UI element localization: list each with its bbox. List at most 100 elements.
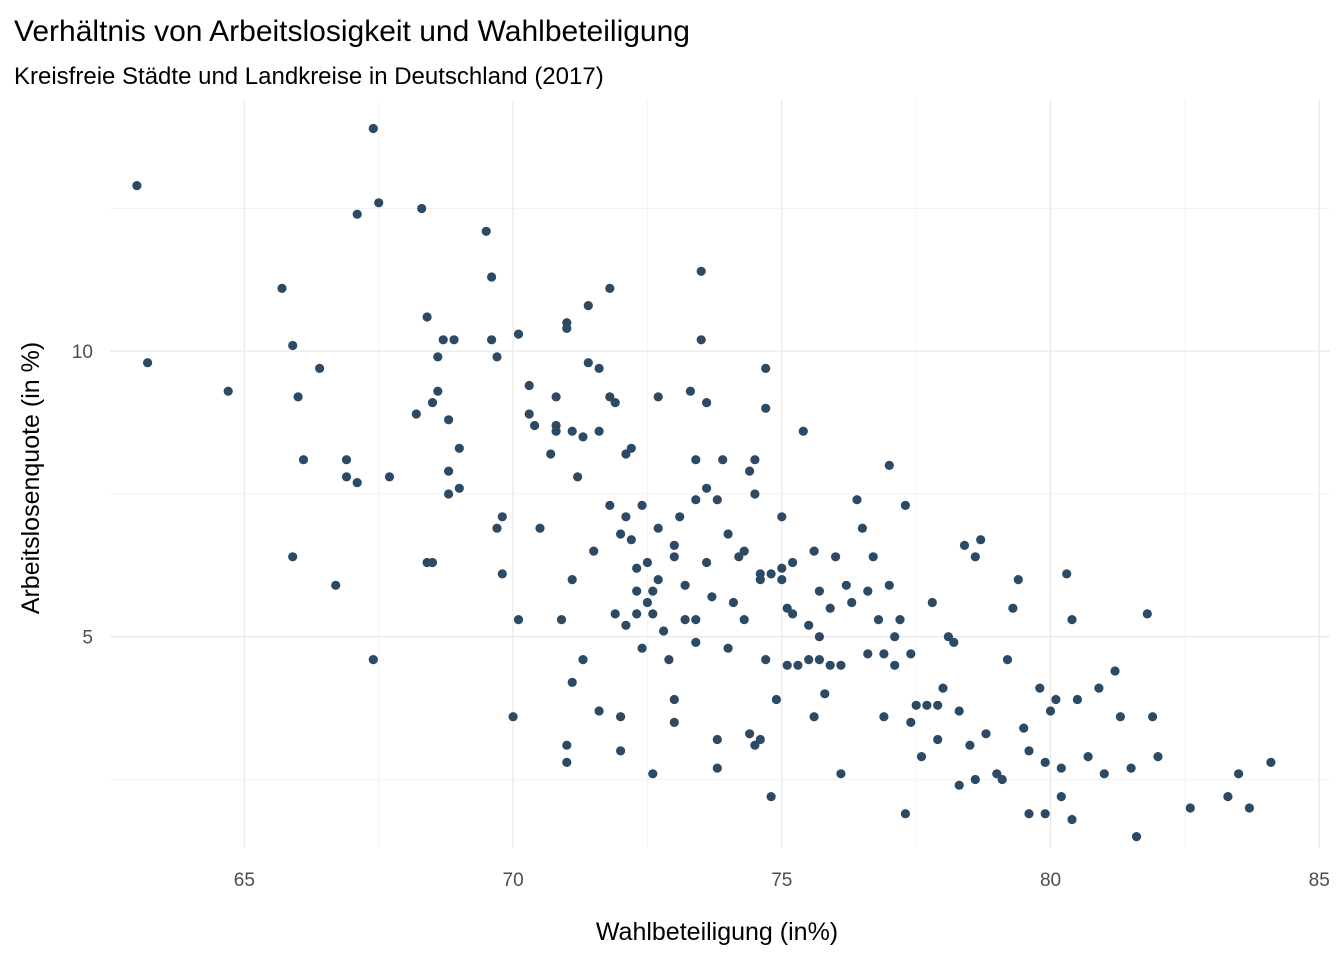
- data-point: [1035, 683, 1045, 693]
- data-point: [761, 655, 771, 665]
- x-tick-label: 85: [1309, 870, 1330, 891]
- data-point: [556, 615, 567, 625]
- data-point: [723, 529, 733, 539]
- data-point: [884, 460, 894, 470]
- data-point: [712, 763, 722, 773]
- data-point: [1131, 832, 1142, 842]
- data-point: [223, 386, 233, 396]
- data-point: [594, 363, 604, 373]
- data-point: [352, 478, 362, 488]
- data-point: [997, 774, 1007, 785]
- data-point: [610, 398, 620, 408]
- data-point: [788, 557, 798, 568]
- data-point: [755, 569, 765, 579]
- data-point: [788, 609, 798, 619]
- data-point: [970, 774, 980, 785]
- data-point: [702, 557, 712, 568]
- data-point: [433, 386, 443, 396]
- data-point: [384, 472, 395, 482]
- data-point: [1148, 712, 1158, 722]
- grid-lines: [110, 100, 1330, 848]
- data-point: [793, 660, 803, 670]
- data-point: [675, 512, 685, 522]
- data-point: [771, 694, 782, 705]
- data-point: [589, 546, 599, 556]
- data-point: [938, 683, 948, 693]
- data-point: [873, 615, 884, 625]
- data-point: [626, 443, 636, 453]
- data-point: [567, 575, 577, 585]
- data-point: [659, 626, 669, 636]
- data-point: [1056, 792, 1066, 802]
- data-point: [562, 757, 572, 768]
- data-point: [728, 597, 739, 608]
- data-point: [911, 700, 921, 710]
- data-point: [637, 500, 647, 510]
- data-point: [315, 363, 325, 373]
- data-point: [605, 392, 615, 402]
- data-point: [433, 352, 443, 362]
- data-point: [745, 729, 755, 739]
- data-point: [298, 455, 309, 465]
- data-point: [427, 557, 438, 568]
- data-point: [954, 706, 964, 716]
- chart-title: Verhältnis von Arbeitslosigkeit und Wahl…: [14, 15, 690, 48]
- data-point: [814, 632, 825, 642]
- data-point: [610, 609, 620, 619]
- data-point: [976, 535, 986, 545]
- data-point: [669, 540, 679, 551]
- data-point: [804, 655, 814, 665]
- data-point: [1153, 752, 1163, 762]
- data-point: [933, 734, 943, 745]
- data-point: [341, 472, 352, 482]
- data-point: [1040, 809, 1050, 819]
- data-point: [836, 769, 846, 779]
- data-point: [487, 272, 497, 282]
- data-point: [943, 632, 954, 642]
- data-point: [933, 700, 943, 710]
- x-axis-ticks: 65 70 75 80 85: [234, 870, 1330, 891]
- data-point: [739, 615, 749, 625]
- data-point: [954, 780, 964, 790]
- data-point: [132, 181, 142, 191]
- data-point: [809, 546, 819, 556]
- data-point: [723, 643, 733, 653]
- data-point: [1056, 763, 1066, 773]
- data-point: [1099, 769, 1109, 779]
- data-point: [900, 809, 911, 819]
- data-point: [761, 403, 771, 413]
- data-point: [1024, 746, 1034, 756]
- data-point: [492, 523, 502, 533]
- data-point: [712, 495, 722, 505]
- data-point: [814, 655, 825, 665]
- chart-subtitle: Kreisfreie Städte und Landkreise in Deut…: [14, 63, 604, 90]
- data-point: [277, 283, 287, 293]
- data-point: [669, 717, 679, 728]
- data-point: [524, 380, 534, 391]
- data-point: [691, 455, 701, 465]
- data-point: [718, 455, 728, 465]
- data-point: [1013, 575, 1023, 585]
- data-point: [143, 358, 153, 368]
- data-point: [884, 580, 894, 590]
- data-point: [293, 392, 303, 402]
- data-point: [879, 649, 889, 659]
- data-point: [1185, 803, 1195, 813]
- data-point: [852, 495, 862, 505]
- data-point: [573, 472, 583, 482]
- y-tick-label: 5: [82, 628, 93, 649]
- data-point: [605, 283, 615, 293]
- y-axis-ticks: 5 10: [72, 342, 93, 648]
- data-point: [535, 523, 545, 533]
- data-point: [1008, 603, 1018, 613]
- data-point: [1115, 712, 1125, 722]
- data-point: [331, 580, 341, 590]
- data-point: [444, 466, 454, 476]
- data-point: [734, 552, 744, 562]
- data-point: [417, 203, 427, 214]
- data-point: [1142, 609, 1152, 619]
- data-point: [680, 580, 690, 590]
- data-point: [696, 335, 706, 345]
- data-point: [691, 637, 701, 648]
- data-point: [616, 712, 626, 722]
